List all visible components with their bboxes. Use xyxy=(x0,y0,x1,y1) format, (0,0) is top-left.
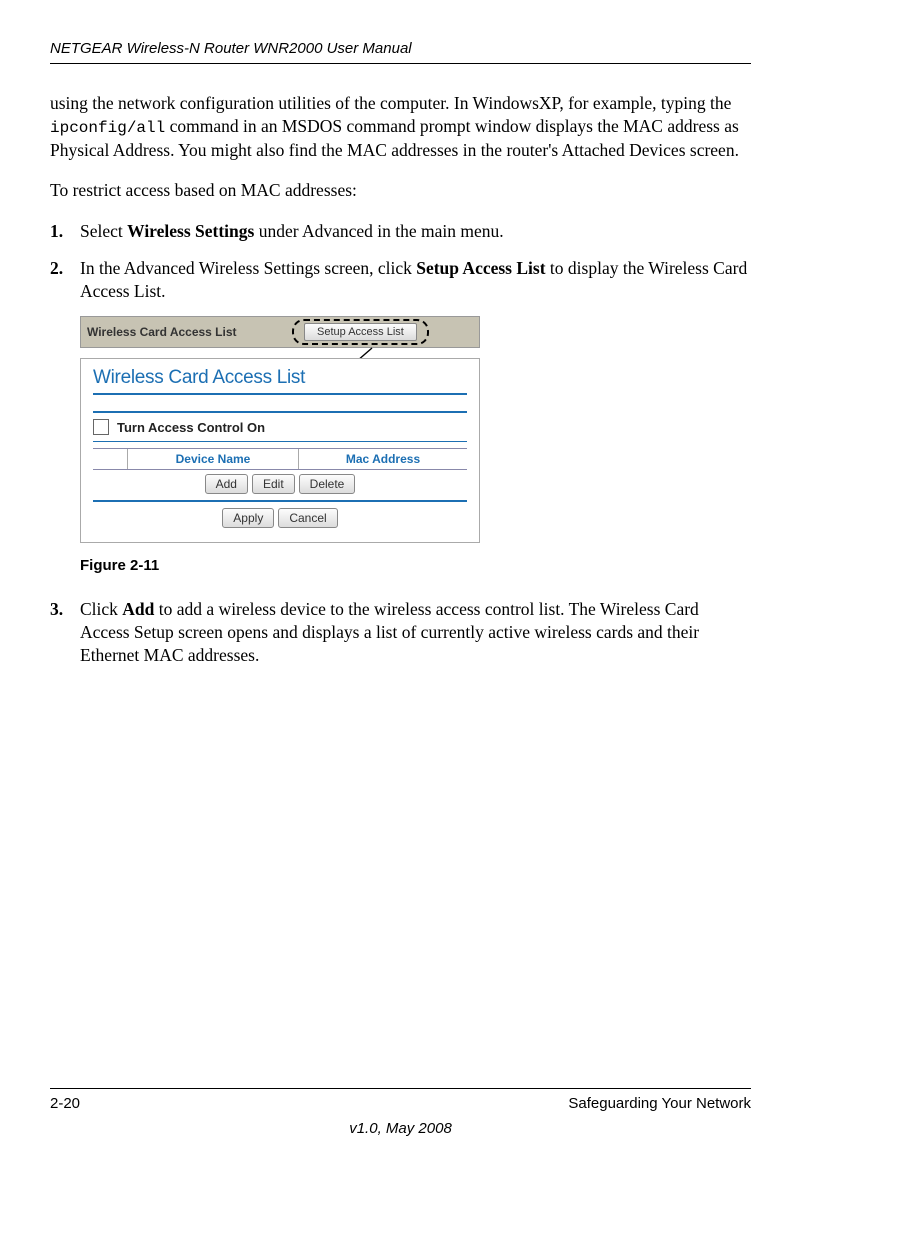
edit-button[interactable]: Edit xyxy=(252,474,295,494)
text: to add a wireless device to the wireless… xyxy=(80,599,699,665)
step-content: Click Add to add a wireless device to th… xyxy=(80,598,751,666)
setup-access-list-button[interactable]: Setup Access List xyxy=(304,323,417,341)
step-2: 2. In the Advanced Wireless Settings scr… xyxy=(50,257,751,303)
section-title: Safeguarding Your Network xyxy=(568,1095,751,1112)
divider xyxy=(93,411,467,413)
col-device-name: Device Name xyxy=(128,449,299,469)
add-button[interactable]: Add xyxy=(205,474,248,494)
button-name: Add xyxy=(122,599,154,619)
divider xyxy=(93,441,467,442)
step-number: 2. xyxy=(50,257,80,303)
step-number: 1. xyxy=(50,220,80,243)
step-content: In the Advanced Wireless Settings screen… xyxy=(80,257,751,303)
step-content: Select Wireless Settings under Advanced … xyxy=(80,220,751,243)
apply-buttons-row: Apply Cancel xyxy=(93,508,467,528)
cancel-button[interactable]: Cancel xyxy=(278,508,337,528)
menu-name: Wireless Settings xyxy=(127,221,254,241)
turn-access-control-checkbox[interactable] xyxy=(93,419,109,435)
text: Select xyxy=(80,221,127,241)
edit-buttons-row: Add Edit Delete xyxy=(93,474,467,494)
text: Click xyxy=(80,599,122,619)
instruction-lead: To restrict access based on MAC addresse… xyxy=(50,179,751,202)
figure-caption: Figure 2-11 xyxy=(80,557,751,574)
step-number: 3. xyxy=(50,598,80,666)
strip-label: Wireless Card Access List xyxy=(87,325,237,339)
step-1: 1. Select Wireless Settings under Advanc… xyxy=(50,220,751,243)
page-footer: 2-20 Safeguarding Your Network v1.0, May… xyxy=(50,1088,751,1137)
col-mac-address: Mac Address xyxy=(299,449,467,469)
text: using the network configuration utilitie… xyxy=(50,93,731,113)
wireless-card-strip: Wireless Card Access List Setup Access L… xyxy=(80,316,480,348)
panel-title: Wireless Card Access List xyxy=(93,367,467,395)
version-date: v1.0, May 2008 xyxy=(50,1120,751,1137)
delete-button[interactable]: Delete xyxy=(299,474,356,494)
page-header: NETGEAR Wireless-N Router WNR2000 User M… xyxy=(50,40,751,64)
setup-access-list-highlight: Setup Access List xyxy=(292,319,429,345)
col-blank xyxy=(93,449,128,469)
button-name: Setup Access List xyxy=(416,258,545,278)
command-text: ipconfig/all xyxy=(50,119,165,137)
checkbox-label: Turn Access Control On xyxy=(117,420,265,435)
wireless-card-access-panel: Wireless Card Access List Turn Access Co… xyxy=(80,358,480,543)
intro-paragraph: using the network configuration utilitie… xyxy=(50,92,751,161)
access-control-row: Turn Access Control On xyxy=(93,419,467,435)
divider xyxy=(93,500,467,502)
text: In the Advanced Wireless Settings screen… xyxy=(80,258,416,278)
step-3: 3. Click Add to add a wireless device to… xyxy=(50,598,751,666)
apply-button[interactable]: Apply xyxy=(222,508,274,528)
page-number: 2-20 xyxy=(50,1095,80,1112)
figure-2-11: Wireless Card Access List Setup Access L… xyxy=(80,316,751,574)
text: under Advanced in the main menu. xyxy=(254,221,503,241)
device-table-header: Device Name Mac Address xyxy=(93,448,467,470)
